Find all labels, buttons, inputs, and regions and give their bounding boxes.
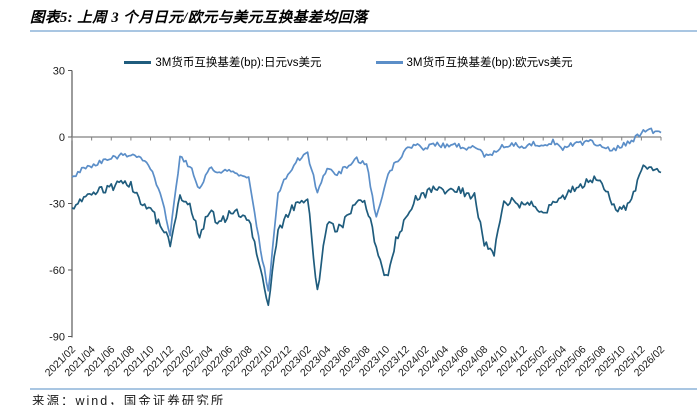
eur-series-line-swatch [375,60,403,64]
jpy-vs-usd-series-line [71,164,662,307]
source-note: 来源：wind，国金证券研究所 [32,394,226,405]
chart-legend: 3M货币互换基差(bp):日元vs美元 3M货币互换基差(bp):欧元vs美元 [0,54,697,70]
jpy-series-line-swatch [124,60,152,64]
legend-item-eur-vs-usd: 3M货币互换基差(bp):欧元vs美元 [375,54,573,70]
y-tick-label: -90 [49,332,65,344]
legend-item-jpy-vs-usd: 3M货币互换基差(bp):日元vs美元 [124,54,322,70]
legend-label-eur: 3M货币互换基差(bp):欧元vs美元 [406,57,573,69]
legend-label-jpy: 3M货币互换基差(bp):日元vs美元 [155,57,322,69]
x-axis: 2021/022021/042021/062021/082021/102021/… [43,136,667,379]
y-tick-label: -30 [49,199,65,211]
y-tick-label: 0 [59,132,65,144]
y-tick-label: -60 [49,265,65,277]
title-divider [30,30,697,32]
y-tick-label: 30 [53,66,65,78]
y-axis: 30 0 -30 -60 -90 [49,66,73,344]
footer-divider [30,388,697,390]
figure-title: 图表5: 上周 3 个月日元/欧元与美元互换基差均回落 [30,10,368,26]
eur-vs-usd-series-line [71,127,662,292]
